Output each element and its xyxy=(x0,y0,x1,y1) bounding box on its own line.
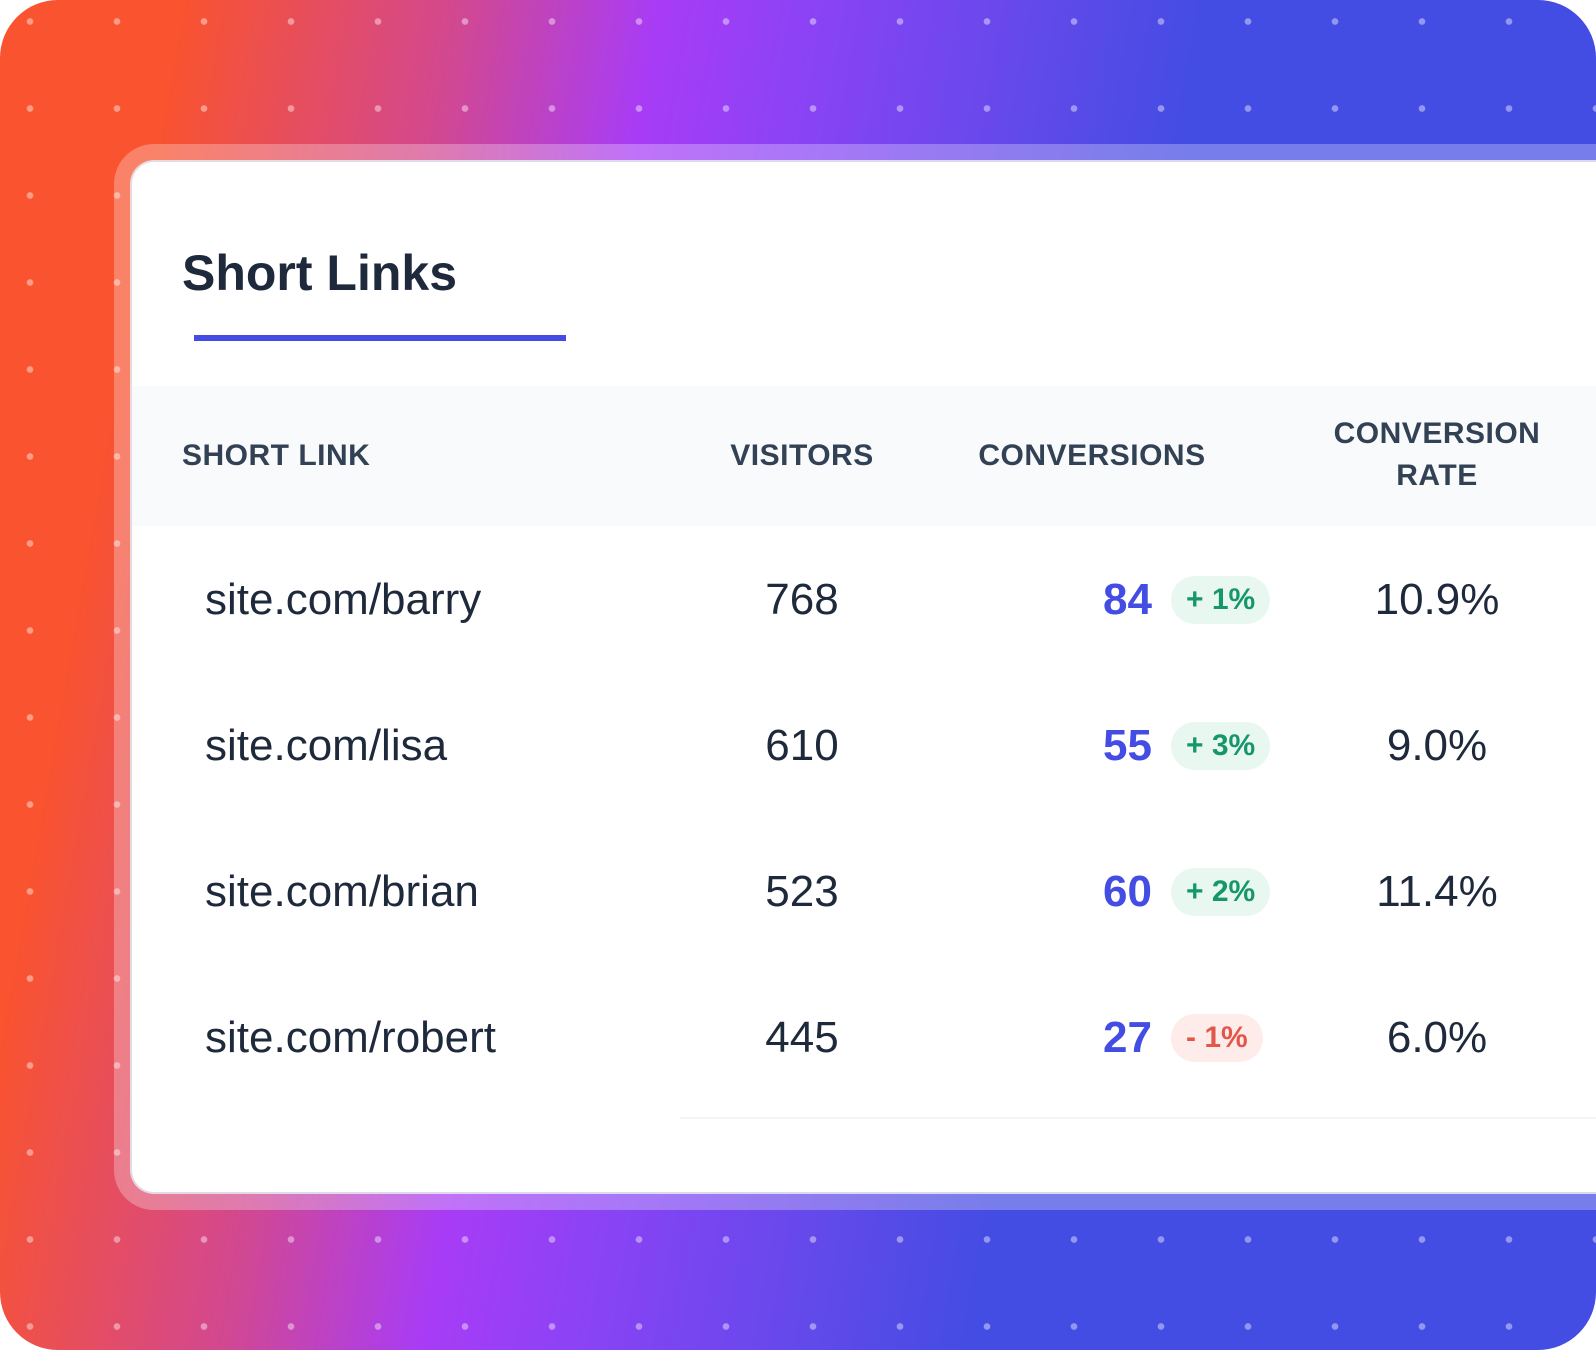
conversions-cell: 84 xyxy=(1103,575,1152,624)
column-header-conversions[interactable]: CONVERSIONS xyxy=(978,439,1206,472)
table-row[interactable]: site.com/barry 768 84 + 1% 10.9% xyxy=(132,526,1596,674)
conversions-cell: 27 xyxy=(1103,1013,1152,1062)
table-row[interactable]: site.com/robert 445 27 - 1% 6.0% xyxy=(132,964,1596,1112)
conversions-cell: 60 xyxy=(1103,867,1152,916)
table-bottom-divider xyxy=(680,1117,1596,1119)
short-link-cell[interactable]: site.com/lisa xyxy=(205,721,448,770)
short-link-cell[interactable]: site.com/robert xyxy=(205,1013,496,1062)
tab-label: Short Links xyxy=(182,245,458,301)
visitors-cell: 445 xyxy=(765,1013,839,1062)
column-header-short-link[interactable]: SHORT LINK xyxy=(182,439,371,472)
conversions-cell: 55 xyxy=(1103,721,1152,770)
change-badge: + 1% xyxy=(1171,576,1271,624)
visitors-cell: 523 xyxy=(765,867,839,916)
table-row[interactable]: site.com/brian 523 60 + 2% 11.4% xyxy=(132,818,1596,966)
conversion-rate-cell: 9.0% xyxy=(1386,721,1488,770)
visitors-cell: 768 xyxy=(765,575,839,624)
conversion-rate-cell: 11.4% xyxy=(1376,867,1498,916)
conversion-rate-cell: 10.9% xyxy=(1374,575,1500,624)
column-header-conversion-rate[interactable]: CONVERSION RATE xyxy=(1333,417,1541,492)
change-badge: + 2% xyxy=(1171,868,1271,916)
conversion-rate-cell: 6.0% xyxy=(1386,1013,1488,1062)
short-link-cell[interactable]: site.com/barry xyxy=(205,575,482,624)
table-header: SHORT LINK VISITORS CONVERSIONS CONVERSI… xyxy=(132,386,1596,526)
table-row[interactable]: site.com/lisa 610 55 + 3% 9.0% xyxy=(132,672,1596,820)
visitors-cell: 610 xyxy=(765,721,839,770)
column-header-visitors[interactable]: VISITORS xyxy=(730,439,874,472)
short-links-card: Short Links SHORT LINK VISITORS CONVERSI… xyxy=(132,162,1596,1192)
change-badge: - 1% xyxy=(1171,1014,1263,1062)
short-link-cell[interactable]: site.com/brian xyxy=(205,867,479,916)
active-tab-indicator xyxy=(194,335,566,341)
change-badge: + 3% xyxy=(1171,722,1271,770)
